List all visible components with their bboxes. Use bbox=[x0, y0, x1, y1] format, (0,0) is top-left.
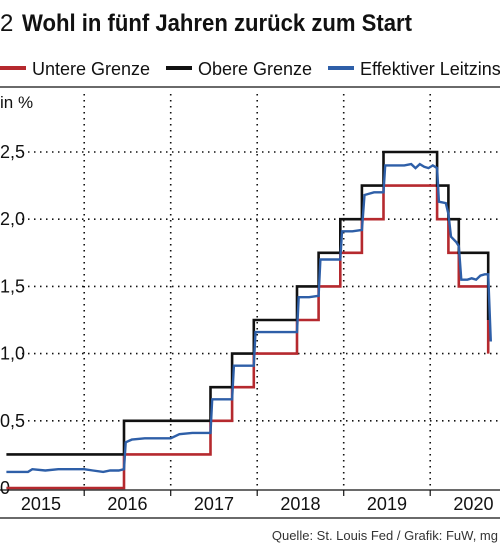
chart-title: Wohl in fünf Jahren zurück zum Start bbox=[22, 10, 412, 37]
y-tick-label: 1,5 bbox=[0, 276, 25, 296]
x-axis: 2015 2016 2017 2018 2019 2020 bbox=[0, 489, 500, 519]
legend: Untere Grenze Obere Grenze Effektiver Leit… bbox=[0, 59, 500, 88]
x-tick-label: 2018 bbox=[280, 494, 320, 514]
y-tick-label: 2,5 bbox=[0, 142, 25, 162]
source-note: Quelle: St. Louis Fed / Grafik: FuW, mg bbox=[272, 528, 498, 543]
x-tick-label: 2020 bbox=[453, 494, 493, 514]
y-tick-label: 0 bbox=[0, 478, 10, 498]
chart-number: 2 bbox=[0, 10, 13, 37]
y-axis: 0 0,5 1,0 1,5 2,0 2,5 bbox=[0, 142, 25, 498]
x-tick-label: 2019 bbox=[367, 494, 407, 514]
series-line bbox=[6, 162, 492, 474]
legend-label: Obere Grenze bbox=[198, 59, 312, 79]
legend-label: Untere Grenze bbox=[32, 59, 150, 79]
series-line bbox=[6, 184, 490, 490]
y-axis-label: in % bbox=[0, 93, 33, 112]
y-tick-label: 0,5 bbox=[0, 411, 25, 431]
x-tick-label: 2015 bbox=[21, 494, 61, 514]
series-layer bbox=[6, 150, 492, 490]
x-tick-label: 2016 bbox=[107, 494, 147, 514]
y-tick-label: 2,0 bbox=[0, 209, 25, 229]
series-line bbox=[6, 150, 490, 456]
y-tick-label: 1,0 bbox=[0, 344, 25, 364]
x-tick-label: 2017 bbox=[194, 494, 234, 514]
legend-label: Effektiver Leitzins bbox=[360, 59, 500, 79]
